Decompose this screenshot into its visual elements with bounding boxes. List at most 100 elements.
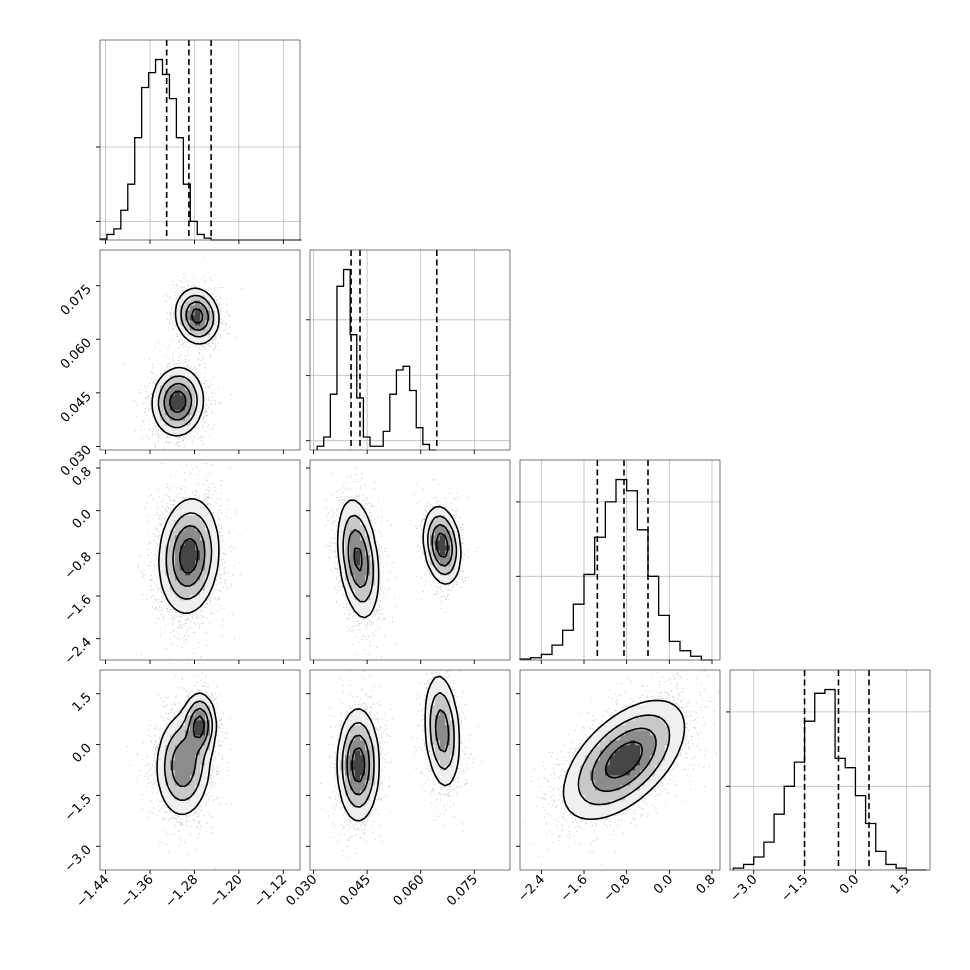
density-cell xyxy=(585,815,591,821)
density-cell xyxy=(455,550,461,556)
density-cell xyxy=(345,780,351,786)
density-cell xyxy=(575,800,581,806)
density-cell xyxy=(340,525,346,531)
density-cell xyxy=(175,580,181,586)
density-cell xyxy=(210,535,216,541)
density-cell xyxy=(195,570,201,576)
density-cell xyxy=(190,695,196,701)
density-cell xyxy=(665,730,671,736)
density-cell xyxy=(565,780,571,786)
density-cell xyxy=(440,525,446,531)
panel-frame xyxy=(99,249,301,451)
density-cell xyxy=(605,740,611,746)
density-cell xyxy=(365,590,371,596)
density-cell xyxy=(360,565,366,571)
density-cell xyxy=(670,745,676,751)
density-cell xyxy=(200,695,206,701)
density-cell xyxy=(600,775,606,781)
density-cell xyxy=(640,730,646,736)
density-cell xyxy=(170,795,176,801)
density-cell xyxy=(205,580,211,586)
density-cell xyxy=(180,555,186,561)
density-cell xyxy=(345,745,351,751)
density-cell xyxy=(190,720,196,726)
density-cell xyxy=(350,515,356,521)
density-cell xyxy=(200,555,206,561)
density-cell xyxy=(625,745,631,751)
density-cell xyxy=(355,795,361,801)
density-cell xyxy=(370,545,376,551)
contour-level-1 xyxy=(157,294,215,429)
density-cell xyxy=(355,730,361,736)
density-cell xyxy=(180,370,186,376)
density-cell xyxy=(635,730,641,736)
density-cell xyxy=(425,740,431,746)
density-cell xyxy=(455,560,461,566)
density-cell xyxy=(185,415,191,421)
density-cell xyxy=(165,530,171,536)
density-cell xyxy=(640,775,646,781)
density-cell xyxy=(340,510,346,516)
density-cell xyxy=(655,735,661,741)
density-cell xyxy=(600,810,606,816)
density-cell xyxy=(610,735,616,741)
density-cell xyxy=(595,815,601,821)
density-cell xyxy=(350,785,356,791)
density-cell xyxy=(165,580,171,586)
density-cell xyxy=(615,800,621,806)
density-cell xyxy=(445,745,451,751)
density-cell xyxy=(170,720,176,726)
x-tick-label: 0.060 xyxy=(391,872,428,909)
density-cell xyxy=(160,780,166,786)
density-cell xyxy=(350,510,356,516)
density-cell xyxy=(215,540,221,546)
density-cell xyxy=(635,710,641,716)
density-cell xyxy=(350,540,356,546)
density-cell xyxy=(640,710,646,716)
density-cell xyxy=(185,395,191,401)
density-cell xyxy=(370,770,376,776)
density-cell xyxy=(340,730,346,736)
density-cell xyxy=(180,560,186,566)
x-tick-label: −1.44 xyxy=(74,872,113,911)
density-cell xyxy=(165,585,171,591)
density-cell xyxy=(200,790,206,796)
density-cell xyxy=(355,605,361,611)
density-cell xyxy=(595,750,601,756)
density-cell xyxy=(430,750,436,756)
density-cell xyxy=(185,330,191,336)
density-cell xyxy=(455,730,461,736)
density-cell xyxy=(195,720,201,726)
density-cell xyxy=(585,785,591,791)
density-cell xyxy=(610,810,616,816)
density-cell xyxy=(655,725,661,731)
density-cell xyxy=(660,700,666,706)
density-cell xyxy=(160,560,166,566)
density-cell xyxy=(350,730,356,736)
density-cell xyxy=(440,775,446,781)
density-cell xyxy=(355,725,361,731)
density-cell xyxy=(675,720,681,726)
density-cell xyxy=(660,745,666,751)
density-cell xyxy=(190,700,196,706)
density-cell xyxy=(450,540,456,546)
density-cell xyxy=(445,565,451,571)
density-cell xyxy=(355,790,361,796)
density-cell xyxy=(190,515,196,521)
density-cell xyxy=(435,510,441,516)
density-cell xyxy=(590,745,596,751)
density-cell xyxy=(160,790,166,796)
density-cell xyxy=(350,745,356,751)
density-cell xyxy=(195,755,201,761)
density-cell xyxy=(565,785,571,791)
density-cell xyxy=(180,500,186,506)
density-cell xyxy=(190,570,196,576)
density-cell xyxy=(580,780,586,786)
contour-level-1 xyxy=(577,714,671,806)
density-cell xyxy=(445,780,451,786)
density-cell xyxy=(615,720,621,726)
density-cell xyxy=(175,420,181,426)
density-cell xyxy=(435,550,441,556)
hist-frame xyxy=(99,39,301,241)
density-cell xyxy=(195,520,201,526)
